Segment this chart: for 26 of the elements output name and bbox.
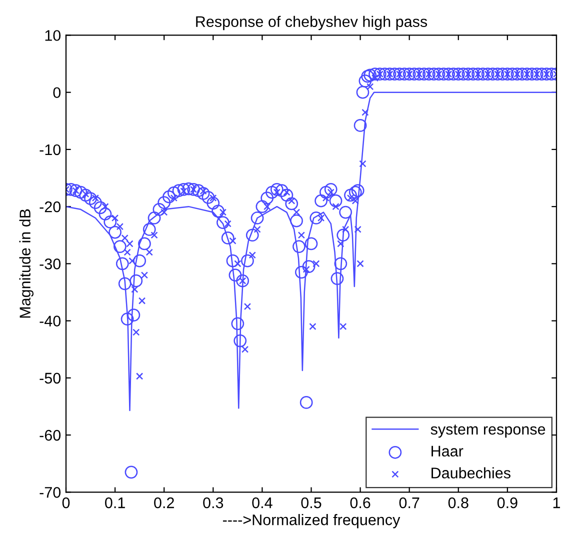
x-tick-label: 1 [553,498,560,508]
x-tick-label: 0.6 [350,497,370,508]
x-tick-label: 0.2 [154,497,174,508]
legend-label: Haar [432,446,464,457]
y-tick-label: -30 [40,258,61,270]
x-tick-label: 0.9 [497,497,518,508]
legend-label: system response [430,424,546,438]
y-tick-label: -50 [40,372,61,384]
y-tick-label: -40 [40,316,61,326]
x-tick-label: 0.5 [301,497,322,508]
y-axis-title: Magnitude in dB [19,209,34,318]
x-tick-label: 0.8 [448,497,468,508]
x-tick-label: 0.7 [399,497,420,508]
y-tick-label: -70 [40,487,61,498]
x-tick-label: 0.3 [203,497,224,508]
x-tick-label: 0 [62,497,70,508]
x-tick-label: 0.1 [105,497,125,508]
y-tick-label: 0 [53,87,61,98]
y-tick-label: -10 [40,144,61,156]
x-tick-label: 0.4 [252,497,272,508]
y-tick-label: -20 [40,201,61,212]
chart-title: Response of chebyshev high pass [196,16,428,30]
legend-label: Daubechies [432,467,510,478]
y-tick-label: 10 [45,30,61,41]
y-tick-label: -60 [40,430,61,441]
x-axis-title: ---->Normalized frequency [222,514,400,528]
